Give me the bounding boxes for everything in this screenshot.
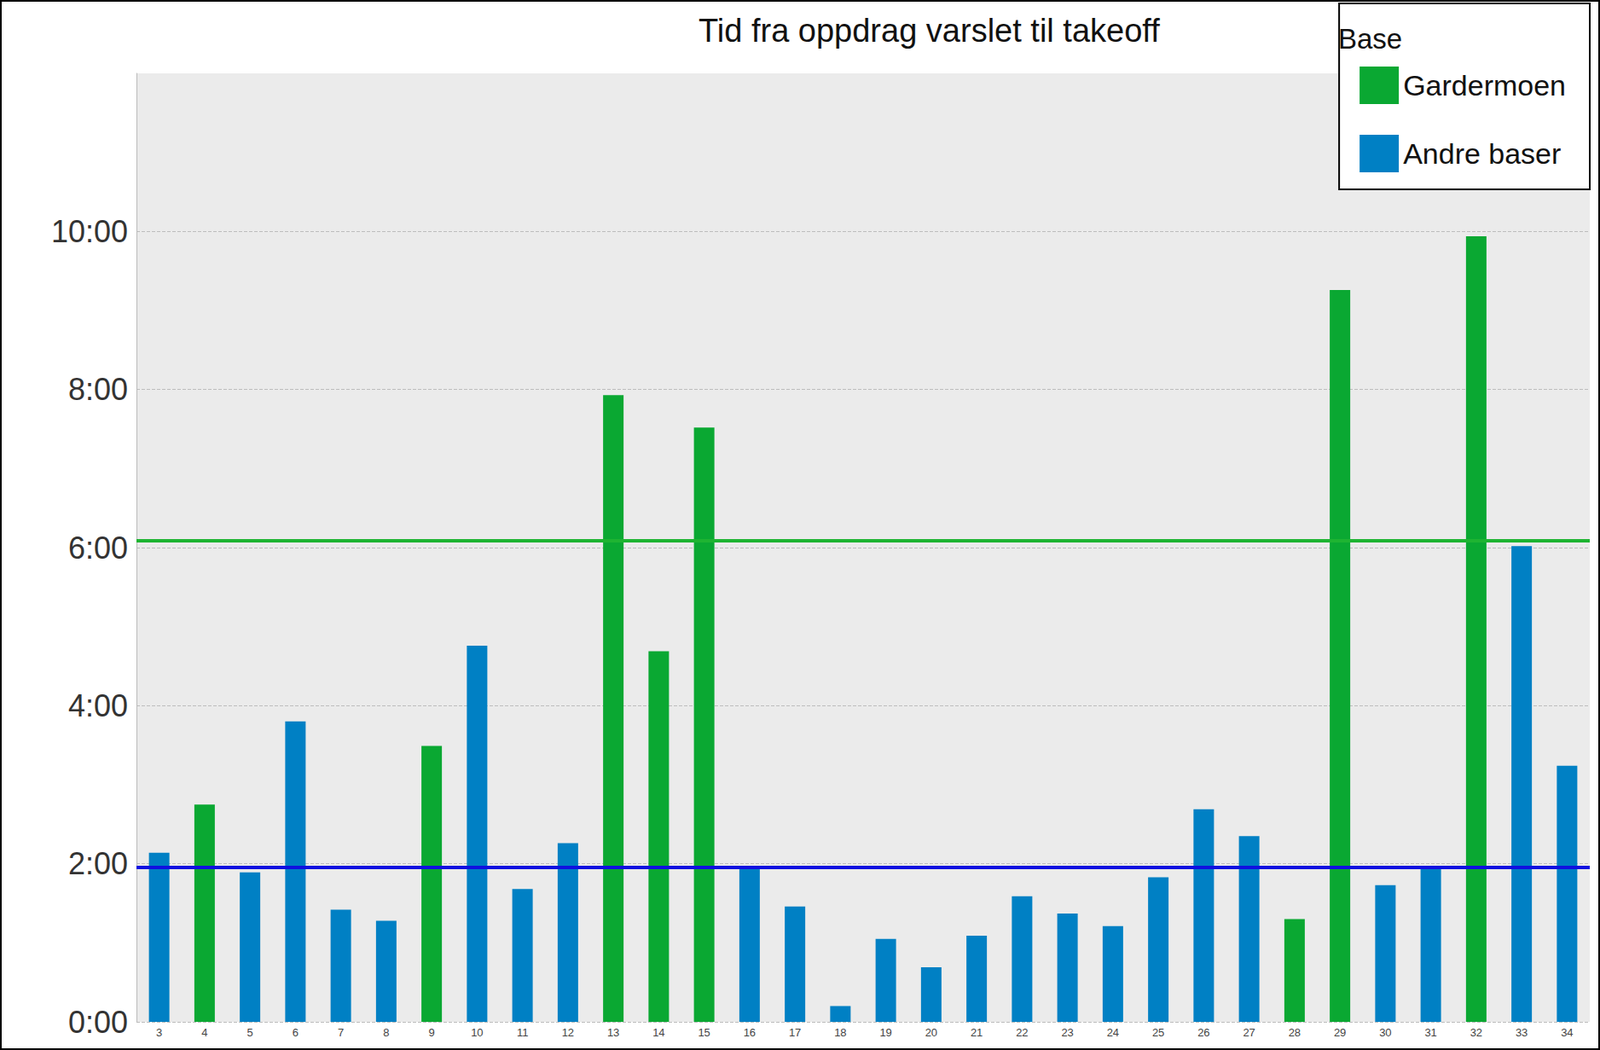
svg-text:31: 31 [1424,1026,1437,1039]
svg-text:3: 3 [156,1026,163,1039]
svg-text:29: 29 [1333,1026,1346,1039]
svg-text:10:00: 10:00 [51,214,128,250]
svg-text:8:00: 8:00 [68,371,128,407]
svg-text:7: 7 [337,1026,344,1039]
svg-text:23: 23 [1060,1026,1073,1039]
svg-text:4:00: 4:00 [68,688,128,724]
svg-text:26: 26 [1197,1026,1210,1039]
svg-text:16: 16 [743,1026,756,1039]
svg-text:20: 20 [925,1026,938,1039]
svg-text:4: 4 [201,1026,208,1039]
svg-text:14: 14 [652,1026,665,1039]
svg-text:30: 30 [1379,1026,1392,1039]
svg-text:5: 5 [247,1026,254,1039]
svg-text:10: 10 [470,1026,483,1039]
svg-text:Gardermoen: Gardermoen [1402,69,1566,102]
svg-text:Base: Base [1338,23,1403,55]
svg-text:8: 8 [382,1026,389,1039]
svg-text:12: 12 [562,1026,574,1039]
svg-text:32: 32 [1470,1026,1483,1039]
svg-text:17: 17 [788,1026,801,1039]
svg-text:34: 34 [1560,1026,1573,1039]
svg-text:Tid fra oppdrag varslet til ta: Tid fra oppdrag varslet til takeoff [698,12,1160,49]
svg-text:6:00: 6:00 [68,530,128,566]
svg-text:Andre baser: Andre baser [1402,137,1561,170]
svg-text:21: 21 [970,1026,983,1039]
svg-text:28: 28 [1288,1026,1301,1039]
svg-text:9: 9 [428,1026,435,1039]
svg-text:13: 13 [607,1026,620,1039]
svg-text:18: 18 [834,1026,847,1039]
svg-text:25: 25 [1152,1026,1165,1039]
svg-text:11: 11 [516,1026,529,1039]
svg-text:22: 22 [1015,1026,1028,1039]
svg-text:24: 24 [1107,1026,1119,1039]
svg-text:19: 19 [879,1026,892,1039]
svg-text:27: 27 [1242,1026,1255,1039]
svg-text:6: 6 [292,1026,299,1039]
svg-text:15: 15 [697,1026,710,1039]
svg-text:2:00: 2:00 [68,846,128,882]
svg-text:33: 33 [1515,1026,1528,1039]
svg-text:0:00: 0:00 [68,1004,128,1040]
